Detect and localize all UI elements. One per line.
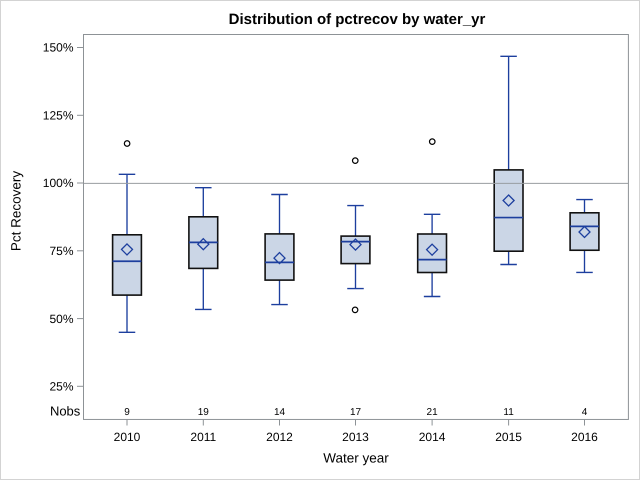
svg-text:Distribution of pctrecov by wa: Distribution of pctrecov by water_yr	[229, 11, 486, 28]
svg-text:50%: 50%	[49, 312, 73, 326]
svg-text:2011: 2011	[190, 430, 216, 444]
svg-text:4: 4	[582, 407, 588, 418]
svg-text:2012: 2012	[266, 430, 293, 444]
svg-text:21: 21	[427, 407, 439, 418]
svg-text:Nobs: Nobs	[50, 404, 81, 419]
svg-text:2013: 2013	[342, 430, 369, 444]
svg-text:17: 17	[350, 407, 362, 418]
svg-text:2016: 2016	[571, 430, 598, 444]
svg-text:19: 19	[198, 407, 210, 418]
svg-text:Water year: Water year	[323, 451, 389, 466]
svg-text:100%: 100%	[43, 176, 74, 190]
svg-text:125%: 125%	[43, 109, 74, 123]
svg-text:9: 9	[124, 407, 130, 418]
svg-text:14: 14	[274, 407, 286, 418]
svg-text:Pct Recovery: Pct Recovery	[8, 171, 23, 252]
svg-text:2015: 2015	[495, 430, 522, 444]
svg-text:75%: 75%	[49, 244, 73, 258]
svg-text:25%: 25%	[49, 380, 73, 394]
svg-text:2014: 2014	[419, 430, 446, 444]
svg-text:11: 11	[503, 407, 514, 418]
svg-text:150%: 150%	[43, 41, 74, 55]
svg-text:2010: 2010	[114, 430, 141, 444]
